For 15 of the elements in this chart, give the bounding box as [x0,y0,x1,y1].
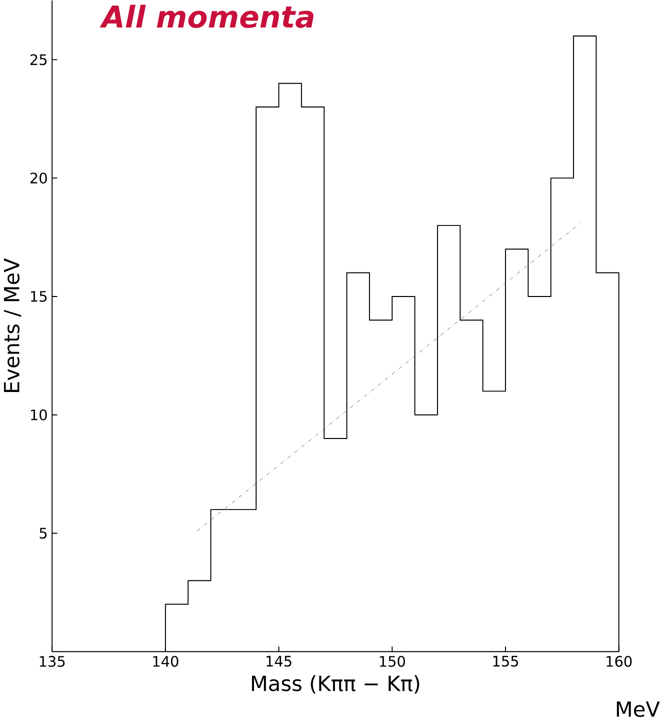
y-tick-label: 15 [31,291,47,302]
x-tick-label: 135 [40,656,65,667]
x-tick-label: 140 [153,656,178,667]
x-tick-label: 145 [266,656,292,667]
y-tick-label: 10 [31,409,47,420]
x-axis-title: Mass (Kππ − Kπ) [252,675,420,694]
y-axis-title: Events / MeV [4,258,22,392]
x-tick-label: 155 [493,656,518,667]
chart-title: All momenta [100,4,314,28]
y-tick-label: 5 [40,528,47,539]
text: MeV [616,702,660,717]
x-tick-label: 160 [606,656,632,667]
y-tick-label: 25 [30,54,47,66]
y-tick-label: 20 [30,172,47,184]
x-tick-label: 150 [380,656,406,667]
